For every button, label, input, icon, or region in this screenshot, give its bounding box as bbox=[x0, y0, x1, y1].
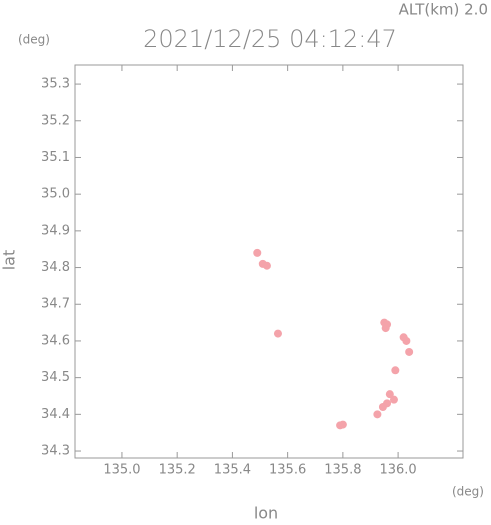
x-tick-label: 135.4 bbox=[214, 463, 251, 478]
y-tick-label: 34.6 bbox=[41, 333, 70, 348]
y-tick-label: 34.5 bbox=[41, 370, 70, 385]
y-tick-label: 34.7 bbox=[41, 297, 70, 312]
x-tick-label: 136.0 bbox=[379, 463, 416, 478]
x-tick-label: 135.6 bbox=[269, 463, 306, 478]
echo-point bbox=[273, 329, 282, 338]
y-axis-label: lat bbox=[0, 250, 19, 271]
y-tick-label: 35.2 bbox=[41, 113, 70, 128]
y-tick-label: 34.9 bbox=[41, 223, 70, 238]
echo-point bbox=[383, 320, 392, 329]
plot-frame bbox=[74, 64, 464, 459]
echo-point bbox=[389, 395, 398, 404]
x-tick-label: 135.0 bbox=[103, 463, 140, 478]
x-axis-label: lon bbox=[254, 504, 278, 522]
x-tick-label: 135.2 bbox=[159, 463, 196, 478]
x-unit: (deg) bbox=[452, 485, 484, 499]
y-unit: (deg) bbox=[18, 33, 50, 47]
chart-title: 2021/12/25 04:12:47 bbox=[143, 25, 397, 53]
echo-point bbox=[402, 336, 411, 345]
echo-point bbox=[253, 248, 262, 257]
y-tick-label: 35.1 bbox=[41, 150, 70, 165]
x-tick-label: 135.8 bbox=[324, 463, 361, 478]
echo-point bbox=[378, 402, 387, 411]
echo-point bbox=[338, 420, 347, 429]
y-tick-label: 34.8 bbox=[41, 260, 70, 275]
echo-point bbox=[373, 410, 382, 419]
echo-point bbox=[405, 347, 414, 356]
echo-point bbox=[391, 366, 400, 375]
y-tick-label: 35.0 bbox=[41, 187, 70, 202]
echo-point bbox=[262, 261, 271, 270]
y-tick-label: 35.3 bbox=[41, 77, 70, 92]
echo-point bbox=[385, 390, 394, 399]
subtitle: ALT(km) 2.0 bbox=[399, 1, 488, 19]
y-tick-label: 34.3 bbox=[41, 444, 70, 459]
y-tick-label: 34.4 bbox=[41, 407, 70, 422]
